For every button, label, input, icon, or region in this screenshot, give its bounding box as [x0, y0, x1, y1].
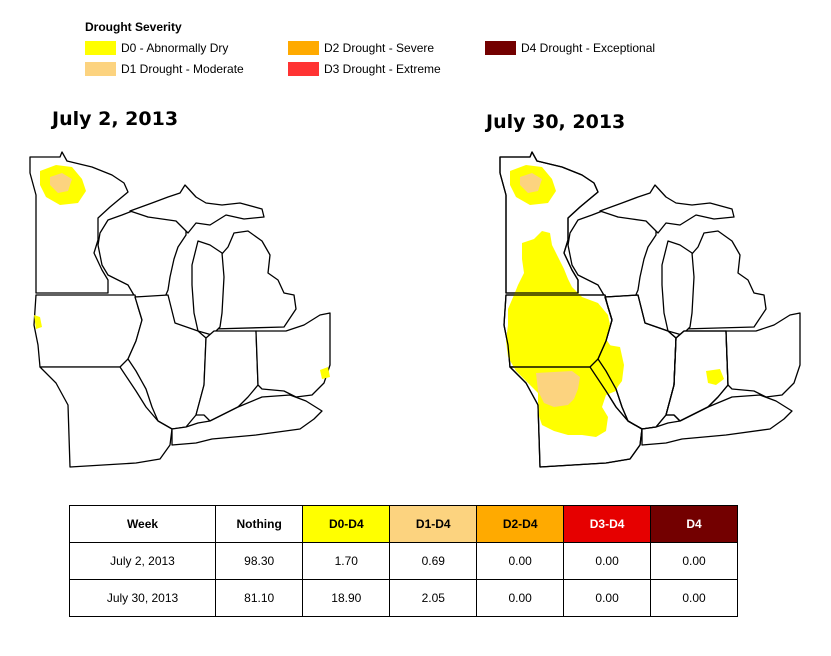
cell-week: July 30, 2013 — [68, 579, 217, 617]
map-title-july-2: July 2, 2013 — [52, 108, 179, 130]
header-d3-d4: D3-D4 — [563, 505, 652, 543]
drought-d0-iowa — [34, 315, 42, 329]
cell-d0-d4: 1.70 — [302, 542, 391, 580]
legend-label-d3: D3 Drought - Extreme — [324, 61, 441, 76]
legend-item-d1: D1 Drought - Moderate — [85, 61, 244, 76]
drought-legend: Drought Severity D0 - Abnormally Dry D1 … — [85, 18, 725, 84]
legend-swatch-d4 — [485, 40, 516, 55]
cell-d0-d4: 18.90 — [302, 579, 391, 617]
lake-michigan — [661, 240, 695, 336]
cell-d4: 0.00 — [650, 542, 738, 580]
table-header-row: Week Nothing D0-D4 D1-D4 D2-D4 D3-D4 D4 — [68, 505, 738, 543]
cell-d1-d4: 2.05 — [389, 579, 478, 617]
cell-nothing: 98.30 — [215, 542, 304, 580]
table-row: July 2, 2013 98.30 1.70 0.69 0.00 0.00 0… — [68, 542, 738, 580]
drought-d0-midwest — [506, 231, 622, 437]
legend-swatch-d1 — [85, 61, 116, 76]
lake-michigan — [191, 240, 225, 336]
state-kentucky — [171, 394, 323, 446]
legend-swatch-d0 — [85, 40, 116, 55]
drought-map-july-30 — [499, 151, 801, 468]
drought-map-july-2 — [29, 151, 331, 468]
legend-item-d2: D2 Drought - Severe — [288, 40, 434, 55]
header-week: Week — [68, 505, 217, 543]
legend-label-d0: D0 - Abnormally Dry — [121, 40, 229, 55]
state-ohio — [255, 312, 331, 398]
state-michigan-up — [129, 184, 265, 234]
drought-d1-minnesota — [50, 173, 72, 193]
header-d0-d4: D0-D4 — [302, 505, 391, 543]
legend-item-d3: D3 Drought - Extreme — [288, 61, 441, 76]
state-wisconsin — [567, 209, 657, 298]
drought-d0-indiana — [706, 369, 724, 385]
header-d2-d4: D2-D4 — [476, 505, 565, 543]
header-d1-d4: D1-D4 — [389, 505, 478, 543]
state-michigan-up — [599, 184, 735, 234]
cell-d2-d4: 0.00 — [476, 542, 565, 580]
drought-statistics-table: Week Nothing D0-D4 D1-D4 D2-D4 D3-D4 D4 … — [68, 505, 738, 617]
state-boundaries — [29, 151, 331, 468]
legend-swatch-d3 — [288, 61, 319, 76]
cell-d3-d4: 0.00 — [563, 542, 652, 580]
state-wisconsin — [97, 209, 187, 298]
cell-week: July 2, 2013 — [68, 542, 217, 580]
state-iowa — [33, 294, 143, 368]
drought-d1-nw-minnesota — [520, 173, 542, 193]
legend-swatch-d2 — [288, 40, 319, 55]
cell-d2-d4: 0.00 — [476, 579, 565, 617]
drought-areas — [34, 165, 330, 379]
legend-item-d0: D0 - Abnormally Dry — [85, 40, 228, 55]
state-ohio — [725, 312, 801, 398]
legend-item-d4: D4 Drought - Exceptional — [485, 40, 655, 55]
cell-d3-d4: 0.00 — [563, 579, 652, 617]
state-missouri — [39, 366, 173, 468]
cell-d4: 0.00 — [650, 579, 738, 617]
legend-label-d1: D1 Drought - Moderate — [121, 61, 244, 76]
header-d4: D4 — [650, 505, 738, 543]
state-outlines-overlay — [499, 151, 729, 468]
drought-areas — [506, 165, 724, 437]
map-title-july-30: July 30, 2013 — [486, 111, 626, 133]
header-nothing: Nothing — [215, 505, 304, 543]
legend-label-d4: D4 Drought - Exceptional — [521, 40, 656, 55]
table-row: July 30, 2013 81.10 18.90 2.05 0.00 0.00… — [68, 579, 738, 617]
legend-title: Drought Severity — [85, 20, 182, 34]
legend-label-d2: D2 Drought - Severe — [324, 40, 435, 55]
cell-d1-d4: 0.69 — [389, 542, 478, 580]
drought-d1-missouri — [536, 371, 580, 407]
state-kentucky — [641, 394, 793, 446]
cell-nothing: 81.10 — [215, 579, 304, 617]
drought-d0-ohio — [320, 367, 330, 379]
